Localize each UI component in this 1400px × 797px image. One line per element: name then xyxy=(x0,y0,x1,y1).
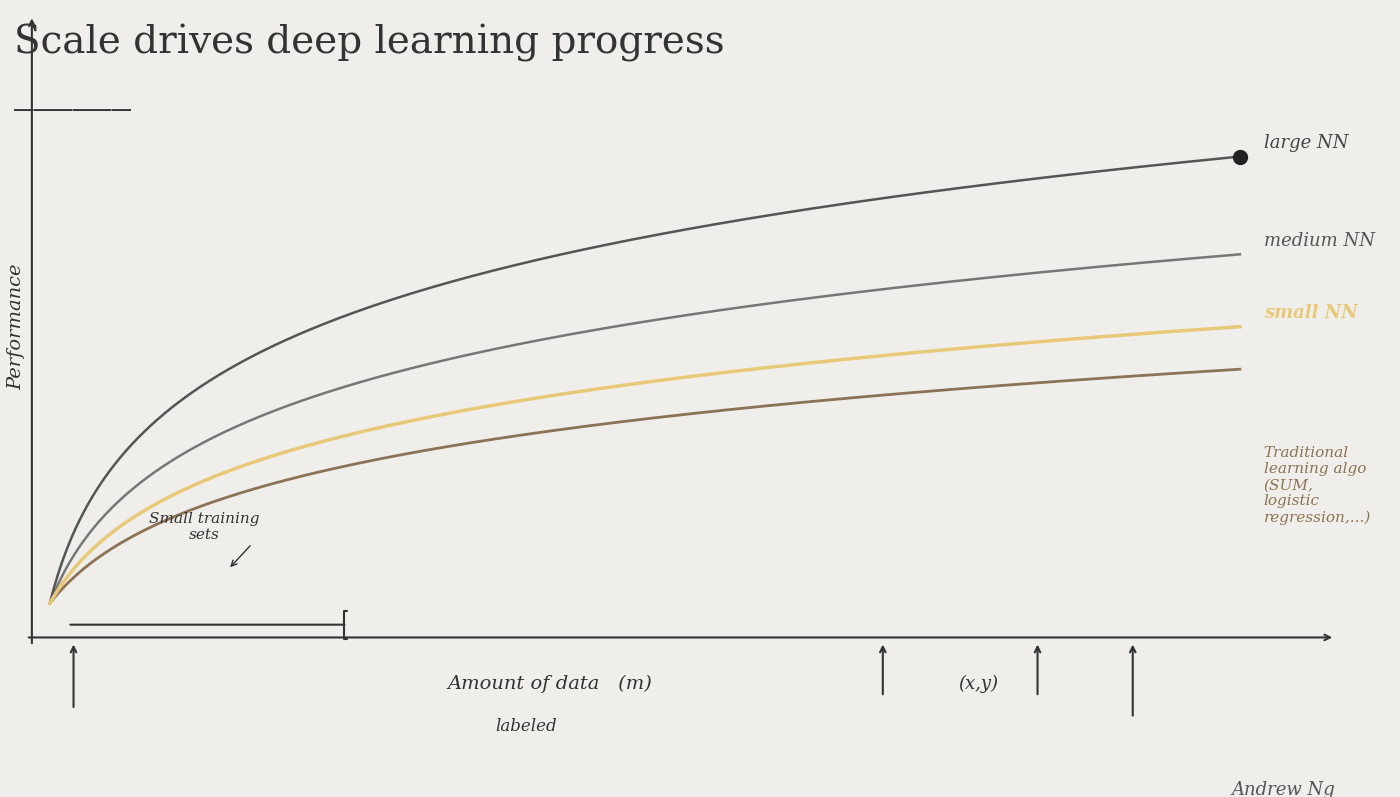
Text: small NN: small NN xyxy=(1264,304,1358,322)
Text: medium NN: medium NN xyxy=(1264,232,1375,249)
Text: large NN: large NN xyxy=(1264,134,1348,152)
Text: Scale drives deep learning progress: Scale drives deep learning progress xyxy=(14,24,725,62)
Text: Performance: Performance xyxy=(7,263,25,390)
Text: (x,y): (x,y) xyxy=(958,674,998,693)
Text: Traditional
learning algo
(SUM,
logistic
regression,...): Traditional learning algo (SUM, logistic… xyxy=(1264,446,1371,525)
Text: labeled: labeled xyxy=(496,718,557,735)
Text: Andrew Ng: Andrew Ng xyxy=(1232,781,1336,797)
Text: Amount of data   (m): Amount of data (m) xyxy=(447,674,652,693)
Text: ______: ______ xyxy=(14,74,132,111)
Text: Small training
sets: Small training sets xyxy=(150,512,259,543)
